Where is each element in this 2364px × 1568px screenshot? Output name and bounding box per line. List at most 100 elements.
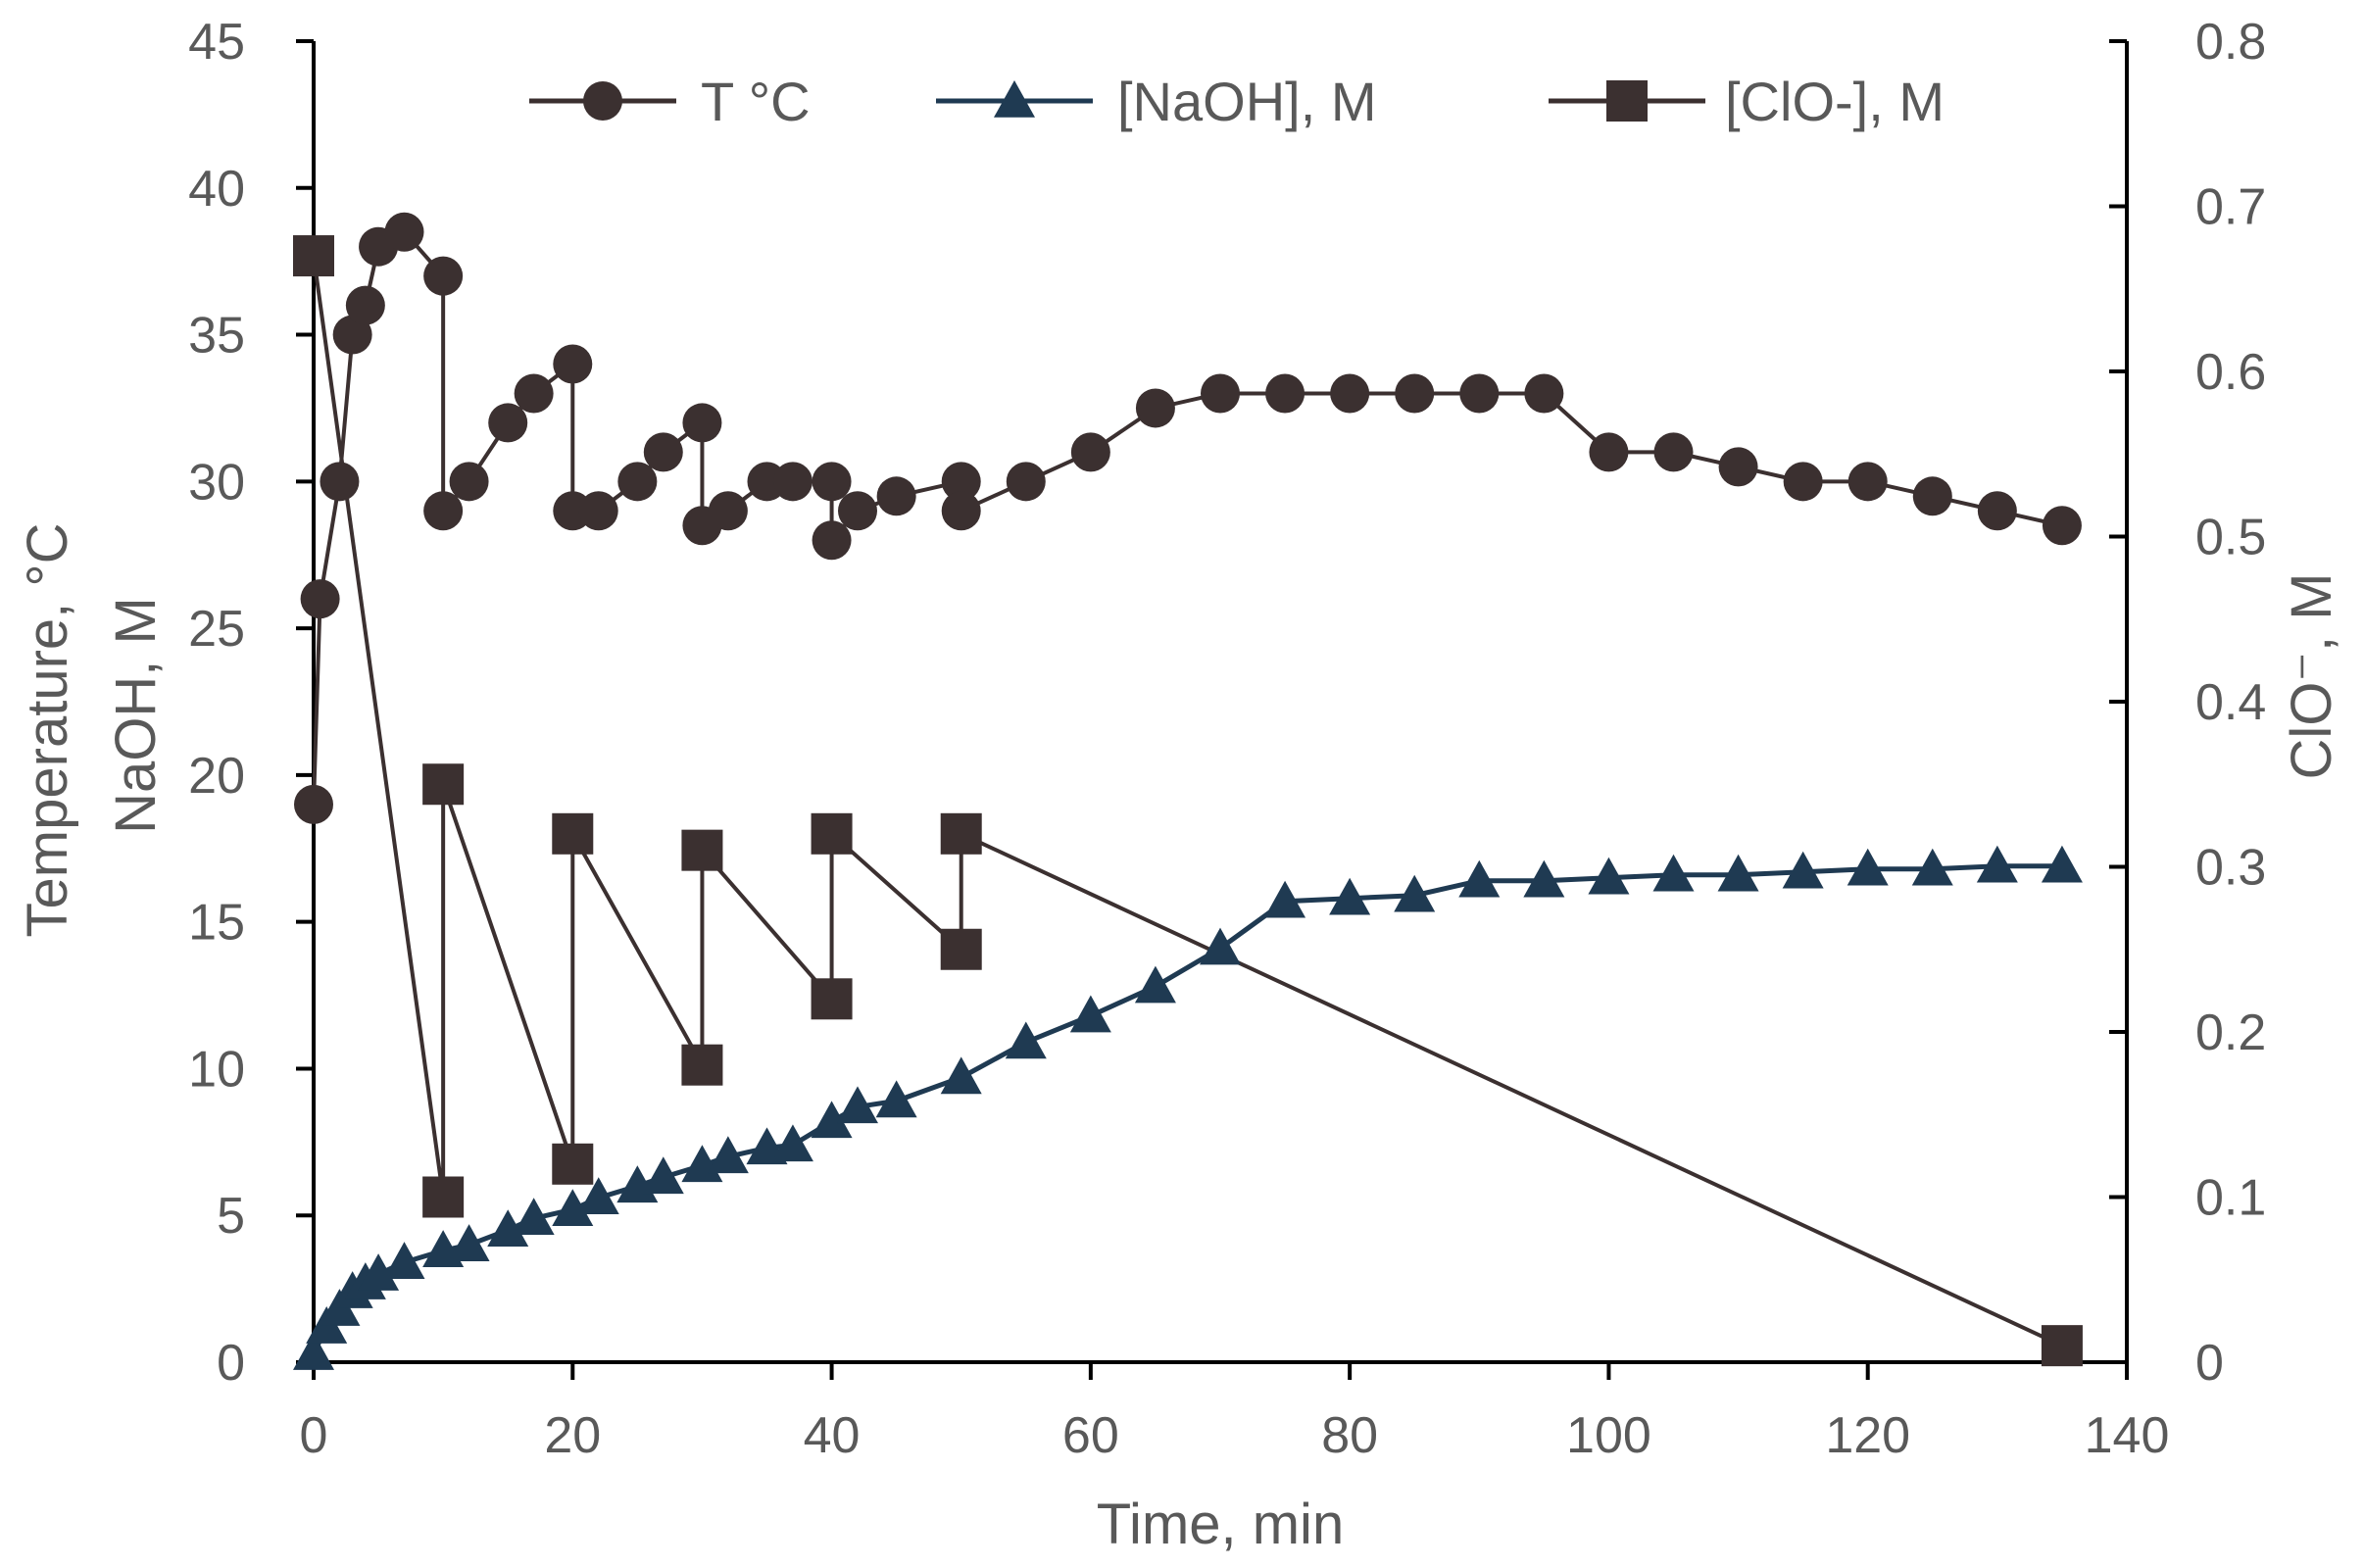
data-point-t-c (812, 520, 852, 561)
data-point-t-c (1006, 462, 1046, 502)
data-point-naoh-m (811, 1101, 853, 1139)
data-point-t-c (1201, 373, 1240, 414)
y-right-tick-label: 0 (2195, 1335, 2224, 1392)
data-point-naoh-m (1134, 965, 1176, 1004)
legend-marker-clo-m (1606, 80, 1648, 122)
data-point-clo-m (422, 763, 465, 806)
data-point-t-c (1135, 388, 1175, 428)
data-point-clo-m (422, 1176, 465, 1218)
data-point-clo-m (940, 812, 982, 855)
data-point-t-c (1330, 373, 1370, 414)
data-point-t-c (876, 476, 916, 516)
axes: 0 20 40 60 80 100 120 140 0 5 10 15 20 25 30 35 40 45 0 0.1… (188, 14, 2266, 1464)
data-point-t-c (320, 462, 360, 502)
y-right-tick-label: 0.3 (2195, 840, 2266, 897)
data-point-naoh-m (513, 1198, 555, 1236)
data-point-naoh-m (707, 1136, 749, 1174)
data-point-t-c (384, 212, 424, 252)
data-point-clo-m (811, 978, 853, 1020)
data-point-naoh-m (1717, 854, 1759, 892)
data-point-naoh-m (1005, 1021, 1047, 1059)
series-layer (293, 212, 2083, 1370)
data-point-clo-m (293, 235, 334, 277)
x-tick-label: 60 (1062, 1407, 1119, 1464)
data-point-t-c (514, 373, 554, 414)
data-point-naoh-m (1588, 857, 1630, 895)
data-point-t-c (617, 462, 658, 502)
data-point-naoh-m (1458, 859, 1501, 898)
data-point-naoh-m (1069, 995, 1111, 1033)
data-point-naoh-m (358, 1253, 400, 1291)
data-point-t-c (838, 491, 877, 531)
data-point-naoh-m (1652, 854, 1695, 892)
data-point-t-c (423, 491, 464, 531)
data-point-t-c (1070, 432, 1110, 472)
data-point-naoh-m (1976, 845, 2018, 883)
data-point-t-c (1395, 373, 1435, 414)
y-axis-title-right: ClO⁻, M (2280, 572, 2343, 779)
data-point-t-c (812, 462, 852, 502)
data-point-naoh-m (837, 1086, 878, 1124)
legend: T °C [NaOH], M [ClO-], M (529, 71, 1945, 132)
y-left-tick-label: 10 (188, 1041, 245, 1098)
data-point-t-c (2042, 506, 2082, 546)
data-point-t-c (553, 344, 593, 384)
series-naoh-m (293, 845, 2083, 1370)
data-point-naoh-m (487, 1209, 529, 1247)
y-right-tick-label: 0.8 (2195, 14, 2266, 71)
y-left-tick-label: 15 (188, 895, 245, 952)
data-point-t-c (1265, 373, 1305, 414)
data-point-t-c (1589, 432, 1629, 472)
legend-marker-t-c (583, 81, 622, 121)
data-point-naoh-m (1847, 848, 1889, 886)
legend-label-clo-m: [ClO-], M (1725, 71, 1945, 132)
data-point-naoh-m (1200, 927, 1241, 965)
data-point-clo-m (940, 928, 982, 970)
data-point-t-c (578, 491, 618, 531)
data-point-naoh-m (1523, 859, 1565, 898)
legend-marker-naoh-m (994, 80, 1035, 118)
data-point-naoh-m (383, 1242, 425, 1279)
legend-item-naoh-m: [NaOH], M (936, 71, 1376, 132)
data-point-t-c (1459, 373, 1500, 414)
data-point-t-c (1653, 432, 1694, 472)
data-point-t-c (294, 784, 333, 824)
data-point-naoh-m (2041, 845, 2083, 883)
data-point-t-c (332, 315, 372, 355)
x-tick-label: 80 (1321, 1407, 1378, 1464)
y-left-tick-label: 5 (217, 1188, 245, 1245)
data-point-t-c (1847, 462, 1888, 502)
x-tick-label: 20 (544, 1407, 601, 1464)
data-point-clo-m (681, 829, 723, 871)
data-point-naoh-m (577, 1177, 619, 1215)
y-axis-title-left-line2: NaOH, M (104, 597, 168, 834)
data-point-t-c (345, 285, 385, 325)
x-tick-label: 40 (804, 1407, 861, 1464)
data-point-naoh-m (771, 1124, 813, 1162)
data-point-t-c (682, 403, 722, 443)
data-point-clo-m (2041, 1325, 2083, 1367)
y-left-tick-label: 20 (188, 748, 245, 805)
x-tick-label: 100 (1566, 1407, 1651, 1464)
data-point-clo-m (811, 812, 853, 855)
data-point-t-c (708, 491, 748, 531)
data-point-clo-m (552, 812, 594, 855)
y-right-tick-label: 0.1 (2195, 1170, 2266, 1227)
y-right-tick-label: 0.6 (2195, 344, 2266, 401)
data-point-clo-m (552, 1143, 594, 1185)
x-tick-label: 0 (300, 1407, 328, 1464)
y-axis-title-left-line1: Temperature, °C (16, 523, 79, 938)
y-left-tick-label: 25 (188, 601, 245, 658)
data-point-naoh-m (1911, 848, 1953, 886)
data-point-t-c (449, 462, 489, 502)
data-point-t-c (1977, 491, 2017, 531)
data-point-clo-m (681, 1044, 723, 1086)
data-point-naoh-m (875, 1080, 917, 1118)
x-axis-title: Time, min (1097, 1493, 1344, 1556)
data-point-naoh-m (293, 1333, 334, 1370)
y-left-tick-label: 30 (188, 454, 245, 511)
y-left-tick-label: 40 (188, 161, 245, 218)
data-point-t-c (1524, 373, 1564, 414)
legend-item-t-c: T °C (529, 71, 811, 132)
